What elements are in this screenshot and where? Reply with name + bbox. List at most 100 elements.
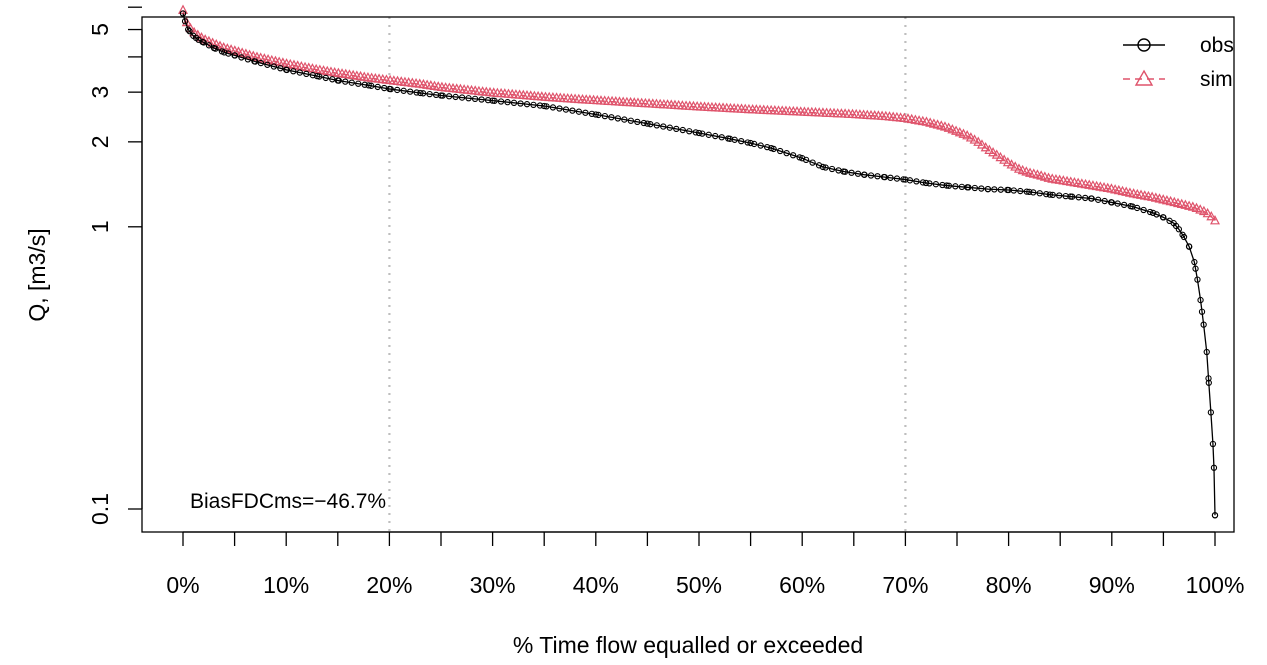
obs-point [608, 114, 615, 121]
obs-point [270, 63, 278, 70]
sim-point [1202, 207, 1213, 218]
legend-obs-marker [1137, 38, 1151, 52]
sim-point [984, 144, 995, 154]
obs-point [181, 18, 189, 25]
obs-point [400, 87, 407, 94]
y-tick-label: 2 [87, 135, 113, 148]
obs-point [417, 89, 424, 97]
x-axis-label: % Time flow equalled or exceeded [513, 632, 863, 658]
obs-point [1207, 409, 1215, 416]
obs-point [692, 129, 699, 136]
obs-point [1067, 193, 1074, 200]
obs-point [815, 162, 823, 169]
obs-point [893, 175, 901, 182]
obs-point [374, 83, 381, 91]
obs-point [1186, 243, 1193, 250]
obs-point [484, 97, 492, 104]
obs-point [887, 174, 894, 181]
sim-point [980, 141, 991, 152]
x-tick-label: 40% [573, 572, 619, 598]
obs-point [283, 66, 290, 73]
sim-point [999, 154, 1010, 164]
obs-point [1023, 188, 1030, 195]
obs-point [699, 130, 706, 137]
obs-point [365, 82, 372, 89]
obs-point [238, 54, 245, 61]
obs-point [627, 117, 634, 124]
obs-point [426, 90, 433, 98]
obs-point [874, 173, 881, 180]
obs-point [860, 171, 868, 178]
obs-point [840, 168, 847, 175]
obs-point [1205, 375, 1212, 382]
obs-point [264, 61, 271, 68]
grid-layer [388, 17, 907, 532]
sim-point [1198, 205, 1209, 216]
sim-point [988, 146, 999, 157]
obs-point [621, 116, 628, 123]
obs-point [1197, 296, 1204, 304]
obs-point [1030, 189, 1037, 196]
obs-point [913, 178, 920, 185]
obs-point [478, 96, 485, 103]
x-tick-label: 0% [166, 572, 199, 598]
x-tick-label: 90% [1089, 572, 1135, 598]
obs-point [932, 181, 940, 188]
obs-point [221, 49, 228, 56]
obs-point [1088, 195, 1095, 202]
obs-point [686, 128, 693, 135]
obs-point [789, 152, 797, 159]
obs-point [614, 115, 622, 122]
obs-point [634, 118, 641, 126]
obs-point [190, 32, 197, 39]
obs-point [497, 98, 505, 105]
obs-point [309, 72, 316, 79]
obs-point [660, 123, 667, 130]
legend-obs-label: obs [1200, 34, 1234, 57]
obs-point [185, 26, 192, 33]
obs-point [919, 179, 927, 186]
obs-point [445, 93, 453, 100]
sim-point [1010, 161, 1021, 171]
obs-point [368, 82, 375, 89]
obs-point [257, 59, 265, 67]
sim-point [973, 136, 984, 146]
obs-point [712, 132, 719, 140]
sim-point [178, 4, 188, 14]
legend-sim-label: sim [1200, 68, 1233, 91]
obs-point [964, 184, 971, 191]
obs-point [1140, 206, 1147, 214]
obs-point [647, 121, 654, 128]
obs-point [666, 124, 673, 131]
obs-series-markers [179, 10, 1219, 519]
y-tick-label: 5 [87, 23, 113, 36]
obs-point [764, 143, 771, 151]
obs-point [939, 181, 946, 189]
obs-point [1046, 191, 1054, 198]
obs-point [1082, 194, 1089, 202]
obs-point [943, 182, 950, 189]
obs-point [413, 89, 420, 96]
obs-point [465, 95, 472, 102]
obs-point [952, 183, 959, 190]
obs-point [848, 169, 855, 176]
obs-point [355, 80, 362, 87]
obs-point [420, 90, 427, 97]
obs-point [978, 185, 985, 192]
obs-point [582, 109, 589, 116]
x-tick-label: 30% [470, 572, 516, 598]
obs-point [504, 99, 511, 106]
sim-point [976, 139, 987, 149]
axis-layer: 0% 10% 20% 30% 40% 50% 60% 70% 80% 90% 100% 0.1 1 2 3 5 [87, 6, 1244, 598]
sim-point [962, 130, 973, 140]
obs-point [592, 111, 599, 118]
obs-point [588, 110, 596, 118]
obs-point [1095, 196, 1102, 203]
legend: obs sim [1123, 34, 1234, 91]
obs-point [452, 93, 459, 101]
obs-point [1191, 258, 1198, 266]
obs-point [1114, 200, 1121, 207]
obs-point [595, 111, 602, 119]
